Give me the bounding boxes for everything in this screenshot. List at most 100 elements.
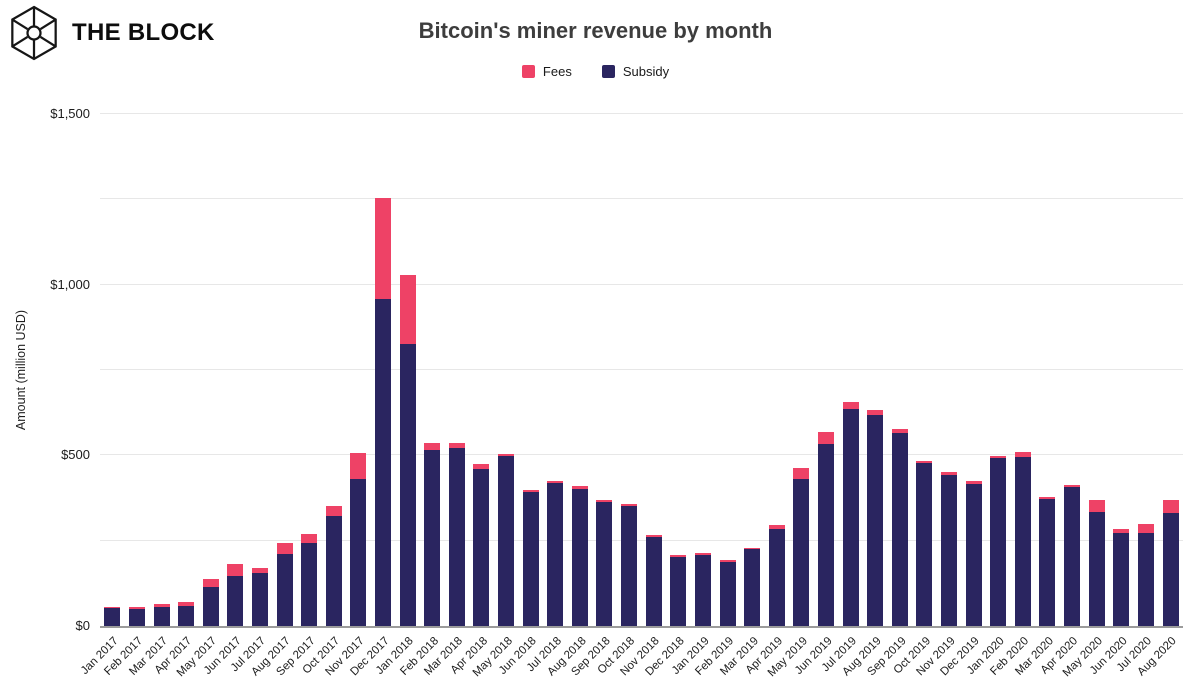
bar-segment-fees[interactable] [817,432,834,444]
bar-segment-subsidy[interactable] [965,483,982,626]
bar-segment-fees[interactable] [498,453,515,457]
bar-segment-fees[interactable] [990,456,1007,459]
stacked-bar[interactable] [498,453,515,626]
stacked-bar[interactable] [301,534,318,626]
bar-segment-fees[interactable] [965,480,982,484]
bar-segment-subsidy[interactable] [1064,487,1081,626]
bar-segment-subsidy[interactable] [916,463,933,626]
stacked-bar[interactable] [670,555,687,626]
bar-segment-subsidy[interactable] [941,475,958,626]
bar-segment-subsidy[interactable] [768,529,785,626]
bar-segment-fees[interactable] [596,500,613,502]
bar-segment-subsidy[interactable] [522,491,539,626]
bar-segment-subsidy[interactable] [448,447,465,626]
bar-segment-subsidy[interactable] [596,501,613,626]
bar-segment-fees[interactable] [1162,500,1179,514]
bar-segment-subsidy[interactable] [1113,533,1130,626]
stacked-bar[interactable] [719,560,736,626]
bar-segment-fees[interactable] [694,553,711,556]
stacked-bar[interactable] [448,443,465,626]
stacked-bar[interactable] [891,429,908,626]
stacked-bar[interactable] [202,579,219,626]
bar-segment-fees[interactable] [104,607,121,609]
bar-segment-fees[interactable] [202,579,219,587]
bar-segment-subsidy[interactable] [301,542,318,626]
stacked-bar[interactable] [768,525,785,626]
stacked-bar[interactable] [153,603,170,626]
stacked-bar[interactable] [694,553,711,626]
stacked-bar[interactable] [276,542,293,626]
bar-segment-fees[interactable] [891,429,908,433]
bar-segment-fees[interactable] [375,198,391,300]
stacked-bar[interactable] [1088,500,1105,626]
bar-segment-subsidy[interactable] [694,555,711,626]
bar-segment-subsidy[interactable] [1039,499,1056,626]
bar-segment-subsidy[interactable] [178,605,195,626]
bar-segment-subsidy[interactable] [128,608,145,626]
stacked-bar[interactable] [1137,524,1154,626]
bar-segment-subsidy[interactable] [891,432,908,626]
bar-segment-subsidy[interactable] [990,458,1007,626]
bar-segment-fees[interactable] [325,505,342,517]
stacked-bar[interactable] [251,568,268,626]
stacked-bar[interactable] [965,480,982,626]
bar-segment-subsidy[interactable] [793,479,810,626]
bar-segment-fees[interactable] [916,460,933,464]
bar-segment-subsidy[interactable] [867,415,884,626]
bar-segment-subsidy[interactable] [1088,511,1105,626]
bar-segment-fees[interactable] [1137,524,1154,534]
bar-segment-subsidy[interactable] [571,489,588,626]
bar-segment-subsidy[interactable] [842,409,859,626]
bar-segment-subsidy[interactable] [104,608,121,626]
bar-segment-fees[interactable] [350,452,367,479]
stacked-bar[interactable] [547,481,564,626]
stacked-bar[interactable] [104,607,121,626]
bar-segment-fees[interactable] [867,409,884,416]
stacked-bar[interactable] [941,472,958,626]
stacked-bar[interactable] [1064,485,1081,626]
stacked-bar[interactable] [375,198,391,626]
legend-item-fees[interactable]: Fees [521,64,572,79]
bar-segment-fees[interactable] [399,275,416,345]
bar-segment-fees[interactable] [621,504,638,506]
bar-segment-subsidy[interactable] [1137,533,1154,626]
bar-segment-subsidy[interactable] [547,483,564,626]
bar-segment-fees[interactable] [1088,500,1105,512]
stacked-bar[interactable] [793,467,810,626]
bar-segment-subsidy[interactable] [498,456,515,626]
bar-segment-fees[interactable] [522,489,539,492]
bar-segment-subsidy[interactable] [744,549,761,626]
legend-item-subsidy[interactable]: Subsidy [601,64,669,79]
stacked-bar[interactable] [424,442,441,626]
bar-segment-subsidy[interactable] [1162,513,1179,626]
bar-segment-fees[interactable] [670,555,687,557]
stacked-bar[interactable] [325,505,342,626]
bar-segment-subsidy[interactable] [645,536,662,626]
bar-segment-subsidy[interactable] [1014,456,1031,626]
bar-segment-fees[interactable] [473,464,490,469]
stacked-bar[interactable] [473,464,490,626]
stacked-bar[interactable] [1113,529,1130,626]
stacked-bar[interactable] [128,606,145,626]
stacked-bar[interactable] [1014,451,1031,626]
bar-segment-fees[interactable] [1113,529,1130,534]
bar-segment-subsidy[interactable] [424,450,441,626]
bar-segment-fees[interactable] [571,486,588,490]
stacked-bar[interactable] [817,432,834,626]
bar-segment-subsidy[interactable] [251,573,268,626]
stacked-bar[interactable] [522,489,539,626]
bar-segment-subsidy[interactable] [621,505,638,626]
stacked-bar[interactable] [867,409,884,626]
bar-segment-fees[interactable] [251,568,268,574]
bar-segment-subsidy[interactable] [202,586,219,626]
bar-segment-fees[interactable] [276,542,293,555]
stacked-bar[interactable] [571,486,588,626]
bar-segment-fees[interactable] [547,481,564,484]
stacked-bar[interactable] [596,500,613,626]
bar-segment-subsidy[interactable] [670,556,687,626]
bar-segment-subsidy[interactable] [817,443,834,626]
bar-segment-subsidy[interactable] [473,468,490,626]
bar-segment-subsidy[interactable] [375,299,391,626]
bar-segment-fees[interactable] [842,401,859,410]
bar-segment-subsidy[interactable] [350,478,367,626]
